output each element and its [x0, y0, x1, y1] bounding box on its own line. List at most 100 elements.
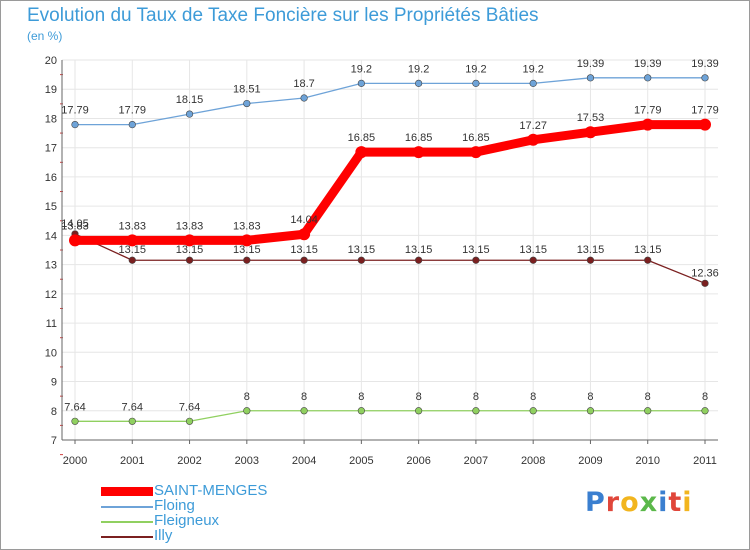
- data-label-floing-2009: 19.39: [577, 58, 605, 70]
- point-fleigneux-2002: [185, 417, 194, 425]
- series-line-fleigneux: [74, 410, 706, 422]
- chart-subtitle: (en %): [27, 29, 63, 43]
- point-floing-2006: [415, 79, 423, 87]
- series-line-illy: [74, 233, 706, 284]
- point-saint-menges-2007: [469, 146, 482, 159]
- series-line-saint-menges: [70, 120, 710, 245]
- x-tick-label-2010: 2010: [635, 455, 659, 467]
- point-floing-2001: [128, 120, 136, 129]
- point-fleigneux-2004: [300, 407, 308, 415]
- y-tick-label-8: 8: [51, 406, 57, 418]
- legend-swatch-saint-menges: [101, 487, 153, 496]
- point-floing-2011: [701, 74, 709, 82]
- data-label-illy-2001: 13.15: [119, 244, 147, 256]
- x-tick-label-2002: 2002: [177, 455, 201, 467]
- data-label-illy-2002: 13.15: [176, 244, 204, 256]
- legend-label-fleigneux: Fleigneux: [154, 512, 220, 529]
- data-label-saint-menges-2007: 16.85: [462, 132, 490, 144]
- data-label-illy-2011: 12.36: [691, 267, 719, 279]
- data-label-saint-menges-2001: 13.83: [119, 220, 147, 232]
- x-tick-label-2005: 2005: [349, 455, 373, 467]
- point-floing-2008: [529, 79, 537, 87]
- point-illy-2011: [701, 279, 709, 287]
- point-fleigneux-2008: [529, 407, 537, 415]
- y-tick-label-17: 17: [45, 143, 57, 155]
- data-label-floing-2000: 17.79: [61, 105, 89, 117]
- y-tick-label-9: 9: [51, 377, 57, 389]
- line-chart: 7 8 9 10 11 12 13 14 15 16 17 18 19 20 2000 2001 2002 200…: [45, 55, 719, 467]
- point-saint-menges-2009: [584, 126, 597, 139]
- point-floing-2009: [586, 74, 595, 82]
- data-label-illy-2005: 13.15: [348, 244, 376, 256]
- point-saint-menges-2000: [69, 234, 81, 247]
- data-label-fleigneux-2007: 8: [473, 391, 479, 403]
- data-label-saint-menges-2010: 17.79: [634, 105, 662, 117]
- point-fleigneux-2001: [128, 417, 136, 425]
- y-tick-label-11: 11: [46, 318, 57, 330]
- point-fleigneux-2007: [472, 407, 480, 415]
- y-tick-label-14: 14: [45, 230, 57, 242]
- point-floing-2007: [472, 79, 480, 87]
- data-label-fleigneux-2008: 8: [530, 391, 536, 403]
- data-label-fleigneux-2001: 7.64: [122, 401, 143, 413]
- proxiti-logo: Proxiti: [585, 487, 693, 518]
- point-saint-menges-2008: [527, 133, 540, 146]
- point-floing-2004: [300, 94, 308, 102]
- point-saint-menges-2005: [355, 146, 368, 159]
- point-floing-2003: [243, 99, 251, 108]
- grid: [62, 59, 718, 441]
- data-label-saint-menges-2003: 13.83: [233, 220, 261, 232]
- data-label-floing-2004: 18.7: [293, 78, 314, 90]
- point-illy-2005: [357, 256, 365, 264]
- y-tick-label-13: 13: [45, 260, 57, 272]
- legend-label-saint-menges: SAINT-MENGES: [154, 482, 268, 499]
- data-label-saint-menges-2005: 16.85: [348, 132, 376, 144]
- y-tick-label-20: 20: [45, 55, 57, 67]
- x-tick-label-2003: 2003: [235, 455, 259, 467]
- point-floing-2010: [644, 74, 652, 82]
- data-label-saint-menges-2008: 17.27: [519, 120, 547, 132]
- data-label-fleigneux-2011: 8: [702, 391, 708, 403]
- y-tick-label-12: 12: [45, 289, 57, 301]
- data-label-fleigneux-2009: 8: [587, 391, 593, 403]
- data-label-fleigneux-2002: 7.64: [179, 401, 200, 413]
- point-illy-2007: [472, 256, 480, 264]
- logo-letter: P: [585, 487, 606, 518]
- y-tick-label-15: 15: [45, 201, 57, 213]
- point-fleigneux-2000: [71, 417, 79, 425]
- point-floing-2002: [185, 110, 194, 118]
- y-tick-label-10: 10: [45, 347, 57, 359]
- point-illy-2010: [644, 256, 652, 264]
- legend-swatch-illy: [101, 536, 153, 538]
- point-illy-2002: [185, 256, 194, 264]
- logo-letter: x: [639, 487, 659, 518]
- data-label-floing-2002: 18.15: [176, 94, 204, 106]
- data-label-saint-menges-2011: 17.79: [691, 105, 719, 117]
- data-label-saint-menges-2000: 13.83: [61, 220, 89, 232]
- data-label-fleigneux-2006: 8: [416, 391, 422, 403]
- data-label-floing-2001: 17.79: [119, 105, 147, 117]
- x-tick-label-2001: 2001: [120, 455, 144, 467]
- point-saint-menges-2002: [183, 234, 196, 247]
- logo-letter: i: [682, 487, 693, 518]
- point-saint-menges-2011: [699, 118, 711, 131]
- data-label-fleigneux-2004: 8: [301, 391, 307, 403]
- legend-label-floing: Floing: [154, 497, 195, 514]
- data-label-illy-2000: 14.05: [61, 218, 89, 230]
- point-fleigneux-2003: [243, 407, 251, 415]
- x-tick-label-2008: 2008: [521, 455, 545, 467]
- x-tick-label-2000: 2000: [63, 455, 87, 467]
- data-label-illy-2010: 13.15: [634, 244, 662, 256]
- x-tick-label-2009: 2009: [578, 455, 602, 467]
- point-floing-2000: [71, 120, 79, 129]
- point-fleigneux-2006: [415, 407, 423, 415]
- data-label-illy-2009: 13.15: [577, 244, 605, 256]
- y-tick-label-16: 16: [45, 172, 57, 184]
- point-saint-menges-2006: [412, 146, 425, 159]
- data-label-illy-2007: 13.15: [462, 244, 490, 256]
- x-tick-label-2004: 2004: [292, 455, 316, 467]
- legend-swatch-fleigneux: [101, 521, 153, 523]
- point-fleigneux-2009: [586, 407, 595, 415]
- data-label-fleigneux-2010: 8: [645, 391, 651, 403]
